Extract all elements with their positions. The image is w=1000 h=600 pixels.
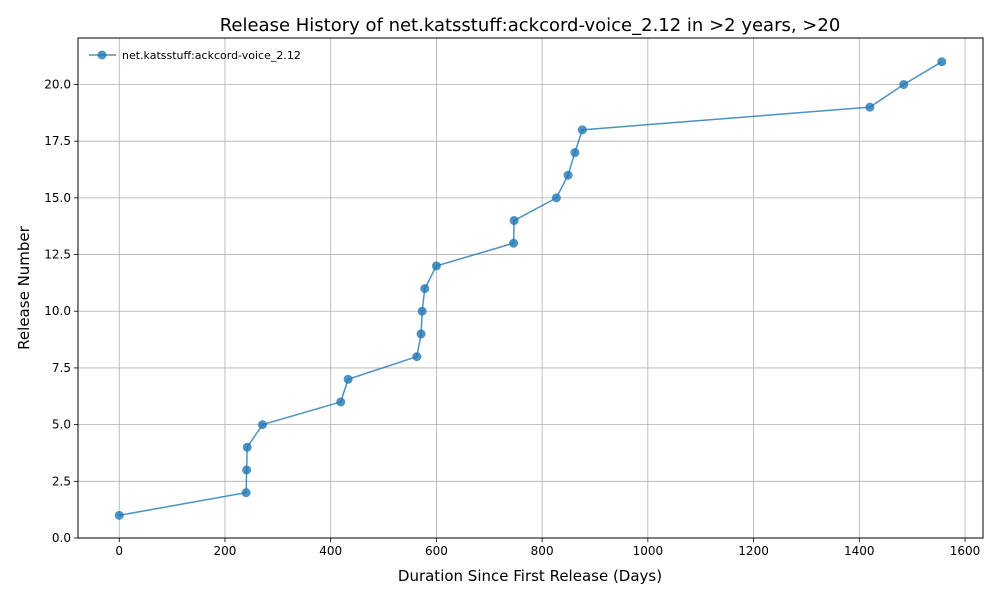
grid-lines: [78, 38, 983, 539]
x-axis-ticks: 0 200 400 600 800 1000 1200 1400 1600: [115, 538, 980, 558]
data-point: [899, 79, 909, 89]
data-point: [343, 374, 353, 384]
legend: net.katsstuff:ackcord-voice_2.12: [89, 49, 301, 62]
chart-title: Release History of net.katsstuff:ackcord…: [220, 15, 841, 36]
plot-frame: [77, 37, 984, 539]
y-tick-label: 0.0: [52, 531, 71, 545]
data-point: [551, 193, 561, 203]
series-layer: [114, 57, 947, 520]
y-tick-label: 2.5: [52, 474, 71, 488]
data-point: [509, 216, 519, 226]
x-tick-label: 1000: [633, 544, 664, 558]
data-point: [417, 306, 427, 316]
data-point: [420, 284, 430, 294]
x-tick-label: 1600: [950, 544, 981, 558]
data-point: [336, 397, 346, 407]
y-tick-label: 10.0: [44, 304, 71, 318]
data-point: [865, 102, 875, 112]
x-axis-title: Duration Since First Release (Days): [398, 567, 662, 585]
y-tick-label: 15.0: [44, 191, 71, 205]
data-point: [257, 420, 267, 430]
y-axis-ticks: 0.0 2.5 5.0 7.5 10.0 12.5 15.0 17.5 20.0: [44, 77, 78, 545]
data-point: [577, 125, 587, 135]
y-tick-label: 5.0: [52, 418, 71, 432]
x-tick-label: 400: [319, 544, 342, 558]
x-tick-label: 200: [214, 544, 237, 558]
series-line: [119, 61, 943, 517]
y-tick-label: 7.5: [52, 361, 71, 375]
data-point: [242, 442, 252, 452]
data-point: [570, 148, 580, 158]
data-point: [242, 465, 252, 475]
data-point: [937, 57, 947, 67]
data-point: [431, 261, 441, 271]
data-point: [563, 170, 573, 180]
y-axis-title: Release Number: [15, 225, 33, 349]
y-tick-label: 17.5: [44, 134, 71, 148]
x-tick-label: 1400: [844, 544, 875, 558]
data-point: [509, 238, 519, 248]
legend-label: net.katsstuff:ackcord-voice_2.12: [122, 49, 301, 62]
data-point: [412, 352, 422, 362]
x-tick-label: 800: [531, 544, 554, 558]
data-point: [241, 488, 251, 498]
x-tick-label: 600: [425, 544, 448, 558]
data-point: [416, 329, 426, 339]
x-tick-label: 0: [115, 544, 123, 558]
legend-marker-swatch: [97, 50, 107, 60]
y-tick-label: 12.5: [44, 248, 71, 262]
y-tick-label: 20.0: [44, 77, 71, 91]
data-point: [114, 510, 124, 520]
x-tick-label: 1200: [738, 544, 769, 558]
